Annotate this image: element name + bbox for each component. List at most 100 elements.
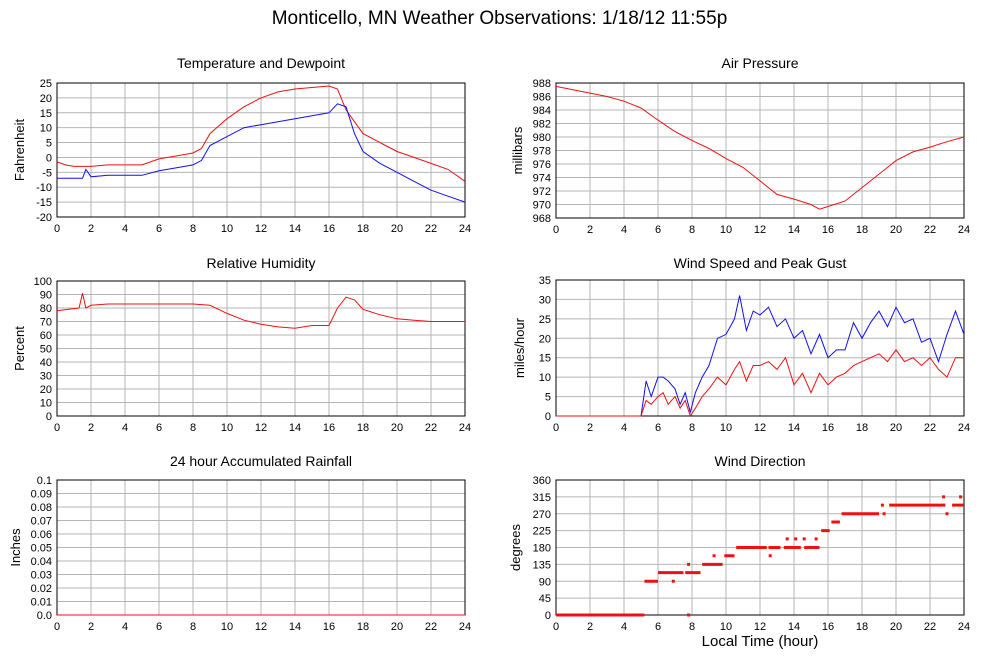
y-tick-label: 180 xyxy=(533,543,551,555)
direction-point xyxy=(959,495,963,499)
x-tick-label: 8 xyxy=(190,621,196,633)
y-tick-label: 5 xyxy=(545,392,551,404)
x-tick-label: 12 xyxy=(754,422,766,434)
y-tick-label: 45 xyxy=(539,593,551,605)
y-tick-label: 0.08 xyxy=(31,502,52,514)
x-tick-label: 24 xyxy=(459,422,471,434)
x-tick-label: 16 xyxy=(822,422,834,434)
y-tick-label: 982 xyxy=(533,119,551,131)
x-tick-label: 2 xyxy=(587,224,593,236)
y-tick-label: 25 xyxy=(539,314,551,326)
y-tick-label: 0 xyxy=(46,411,52,423)
y-tick-label: 0 xyxy=(46,152,52,164)
y-tick-label: 50 xyxy=(40,344,52,356)
y-tick-label: 10 xyxy=(40,123,52,135)
x-tick-label: 10 xyxy=(221,223,233,235)
y-tick-label: 980 xyxy=(533,132,551,144)
x-tick-label: 16 xyxy=(323,422,335,434)
plot-frame xyxy=(555,479,965,616)
x-tick-label: 10 xyxy=(720,621,732,633)
y-tick-label: 360 xyxy=(533,475,551,487)
x-tick-label: 22 xyxy=(425,223,437,235)
y-tick-label: 0.09 xyxy=(31,489,52,501)
direction-point xyxy=(794,537,798,541)
x-tick-label: 8 xyxy=(689,422,695,434)
y-tick-label: 20 xyxy=(40,93,52,105)
y-tick-label: -20 xyxy=(36,212,52,224)
chart-title: Wind Direction xyxy=(714,453,805,469)
y-tick-label: 225 xyxy=(533,526,551,538)
x-tick-label: 14 xyxy=(788,422,800,434)
y-tick-label: 0.02 xyxy=(31,583,52,595)
direction-point xyxy=(768,554,772,558)
y-tick-label: 90 xyxy=(539,576,551,588)
y-tick-label: 100 xyxy=(34,276,52,288)
y-tick-label: 0.06 xyxy=(31,529,52,541)
y-tick-label: 0 xyxy=(545,411,551,423)
x-tick-label: 20 xyxy=(391,223,403,235)
y-tick-label: 984 xyxy=(533,105,551,117)
x-tick-label: 12 xyxy=(255,621,267,633)
x-tick-label: 10 xyxy=(720,422,732,434)
chart-title: Relative Humidity xyxy=(207,255,316,271)
x-tick-label: 4 xyxy=(122,223,128,235)
series-line-red xyxy=(56,85,466,182)
y-tick-label: 30 xyxy=(40,371,52,383)
x-tick-label: 16 xyxy=(822,621,834,633)
x-tick-label: 10 xyxy=(221,621,233,633)
x-tick-label: 4 xyxy=(122,422,128,434)
plot-frame xyxy=(56,280,466,417)
direction-point xyxy=(785,537,789,541)
x-tick-label: 2 xyxy=(88,223,94,235)
y-tick-label: 5 xyxy=(46,138,52,150)
x-tick-label: 22 xyxy=(924,224,936,236)
x-axis-label: Local Time (hour) xyxy=(701,633,819,650)
x-tick-label: 14 xyxy=(289,223,301,235)
plot-frame xyxy=(555,279,965,417)
x-tick-label: 8 xyxy=(190,223,196,235)
x-tick-label: 2 xyxy=(88,621,94,633)
y-tick-label: 0.04 xyxy=(31,556,52,568)
x-tick-label: 12 xyxy=(754,224,766,236)
x-tick-label: 14 xyxy=(289,422,301,434)
grid xyxy=(56,280,466,417)
grid xyxy=(56,82,466,218)
series-line-red xyxy=(56,292,465,329)
direction-point xyxy=(880,503,884,507)
x-tick-label: 20 xyxy=(890,224,902,236)
x-tick-label: 0 xyxy=(553,422,559,434)
y-tick-label: 0.05 xyxy=(31,543,52,555)
x-tick-label: 4 xyxy=(621,621,627,633)
y-tick-label: 90 xyxy=(40,290,52,302)
y-tick-label: 988 xyxy=(533,78,551,90)
chart-title: Air Pressure xyxy=(721,55,798,71)
x-tick-label: 24 xyxy=(958,224,970,236)
x-tick-label: 16 xyxy=(323,621,335,633)
series-line-blue xyxy=(57,103,466,203)
x-tick-label: 24 xyxy=(459,223,471,235)
y-axis-label: degrees xyxy=(508,524,523,571)
series-line-blue xyxy=(556,295,965,417)
y-tick-label: 0.1 xyxy=(37,475,52,487)
y-tick-label: 0.07 xyxy=(31,516,52,528)
grid xyxy=(56,479,466,616)
x-tick-label: 18 xyxy=(357,422,369,434)
direction-point xyxy=(580,613,583,617)
x-tick-label: 0 xyxy=(54,223,60,235)
y-axis-label: Percent xyxy=(12,326,27,371)
x-tick-label: 10 xyxy=(720,224,732,236)
x-tick-label: 22 xyxy=(924,621,936,633)
x-tick-label: 24 xyxy=(958,422,970,434)
x-tick-label: 18 xyxy=(357,621,369,633)
direction-point xyxy=(945,512,949,516)
x-tick-label: 0 xyxy=(54,621,60,633)
x-tick-label: 14 xyxy=(788,224,800,236)
y-tick-label: 0.0 xyxy=(37,610,52,622)
x-tick-label: 20 xyxy=(890,422,902,434)
x-tick-label: 2 xyxy=(88,422,94,434)
x-tick-label: 4 xyxy=(621,224,627,236)
